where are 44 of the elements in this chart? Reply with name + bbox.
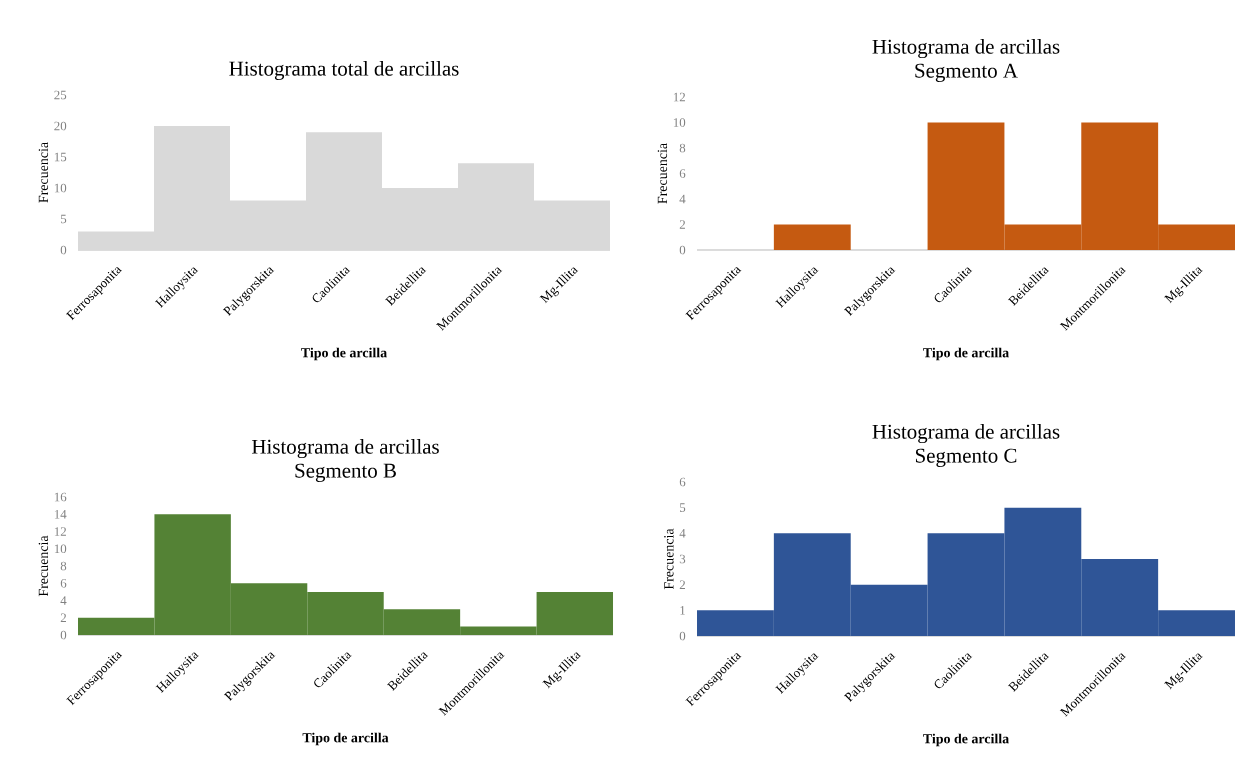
x-axis-title: Tipo de arcilla — [302, 732, 389, 746]
y-tick-label: 25 — [54, 90, 67, 100]
y-tick-label: 8 — [60, 561, 67, 571]
y-tick-label: 5 — [60, 214, 67, 224]
y-axis-title: Frecuencia — [38, 535, 49, 597]
y-tick-label: 20 — [54, 121, 67, 131]
y-tick-label: 4 — [60, 596, 67, 605]
y-axis-title: Frecuencia — [38, 142, 49, 203]
y-tick-label: 2 — [679, 220, 685, 229]
y-tick-label: 10 — [54, 183, 67, 193]
y-tick-label: 12 — [673, 92, 685, 102]
y-tick-label: 2 — [60, 613, 66, 623]
chart-title: Histograma de arcillas — [872, 39, 1060, 59]
y-tick-label: 6 — [60, 578, 67, 588]
y-tick-label: 3 — [679, 554, 686, 564]
y-tick-label: 0 — [679, 245, 686, 255]
y-tick-label: 16 — [54, 492, 67, 502]
y-axis-title: Frecuencia — [664, 528, 674, 590]
x-axis-title: Tipo de arcilla — [923, 733, 1009, 747]
y-tick-label: 5 — [679, 503, 686, 512]
x-axis-title: Tipo de arcilla — [301, 347, 387, 361]
y-tick-label: 12 — [54, 527, 66, 536]
x-axis-title: Tipo de arcilla — [923, 347, 1009, 361]
y-tick-label: 10 — [54, 544, 67, 554]
y-tick-label: 10 — [673, 118, 686, 127]
chart-title: Histograma total de arcillas — [229, 60, 459, 80]
chart-title: Histograma de arcillas — [872, 424, 1060, 444]
y-tick-label: 15 — [54, 152, 67, 162]
y-tick-label: 14 — [54, 509, 67, 519]
y-tick-label: 0 — [60, 245, 67, 255]
y-tick-label: 4 — [679, 529, 686, 538]
chart-subtitle: Segmento A — [915, 63, 1018, 82]
y-tick-label: 0 — [60, 630, 67, 640]
y-tick-label: 6 — [679, 477, 686, 487]
y-tick-label: 8 — [679, 143, 686, 153]
chart-title: Histograma de arcillas — [251, 439, 439, 459]
y-tick-label: 4 — [679, 194, 686, 204]
y-tick-label: 2 — [679, 580, 685, 589]
y-tick-label: 1 — [680, 606, 685, 615]
chart-subtitle: Segmento C — [915, 448, 1017, 467]
y-tick-label: 0 — [679, 631, 686, 641]
chart-subtitle: Segmento B — [295, 463, 396, 482]
y-axis-title: Frecuencia — [657, 143, 668, 204]
y-tick-label: 6 — [679, 169, 686, 178]
